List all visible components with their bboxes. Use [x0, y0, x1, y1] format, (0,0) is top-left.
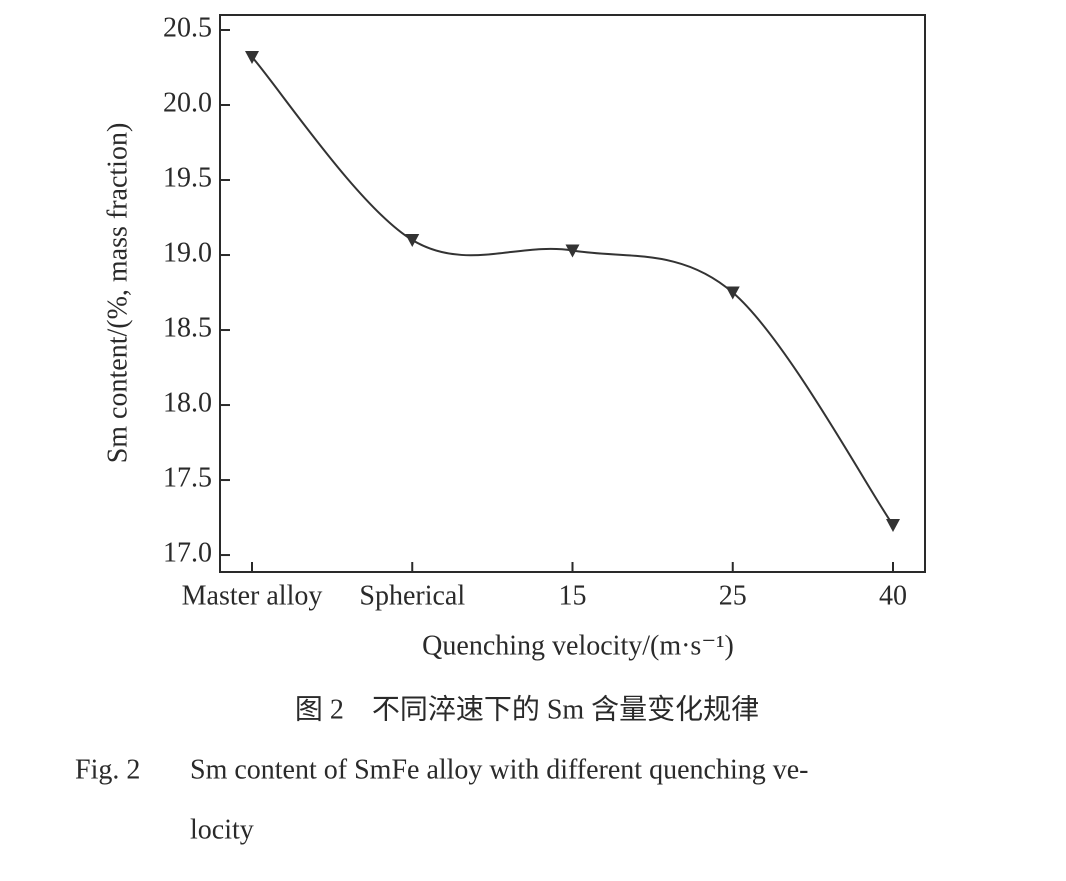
- series-line: [251, 56, 894, 526]
- y-tick-label: 19.0: [163, 237, 212, 268]
- y-tick-label: 18.5: [163, 312, 212, 343]
- y-axis-label: Sm content/(%, mass fraction): [102, 123, 133, 464]
- x-tick-label: Master alloy: [182, 580, 323, 611]
- y-tick-label: 20.5: [163, 12, 212, 43]
- y-tick-label: 18.0: [163, 387, 212, 418]
- x-tick-label: Spherical: [359, 580, 465, 611]
- x-tick-label: 40: [879, 580, 907, 611]
- marker: [405, 234, 420, 248]
- marker: [886, 519, 900, 533]
- y-tick-label: 17.0: [163, 537, 212, 568]
- caption-label: Fig. 2: [75, 754, 140, 785]
- caption-line: Sm content of SmFe alloy with different …: [190, 754, 808, 785]
- x-tick-label: 15: [559, 580, 587, 611]
- x-axis-label: Quenching velocity/(m·s⁻¹): [422, 630, 734, 661]
- caption-line: locity: [190, 814, 254, 845]
- marker: [245, 51, 259, 65]
- caption-cn: 图 2 不同淬速下的 Sm 含量变化规律: [295, 693, 759, 725]
- y-tick-label: 20.0: [163, 87, 212, 118]
- y-tick-label: 17.5: [163, 462, 212, 493]
- y-tick-label: 19.5: [163, 162, 212, 193]
- x-tick-label: 25: [719, 580, 747, 611]
- marker: [565, 244, 580, 258]
- plot-frame: [219, 14, 926, 573]
- marker: [725, 286, 740, 300]
